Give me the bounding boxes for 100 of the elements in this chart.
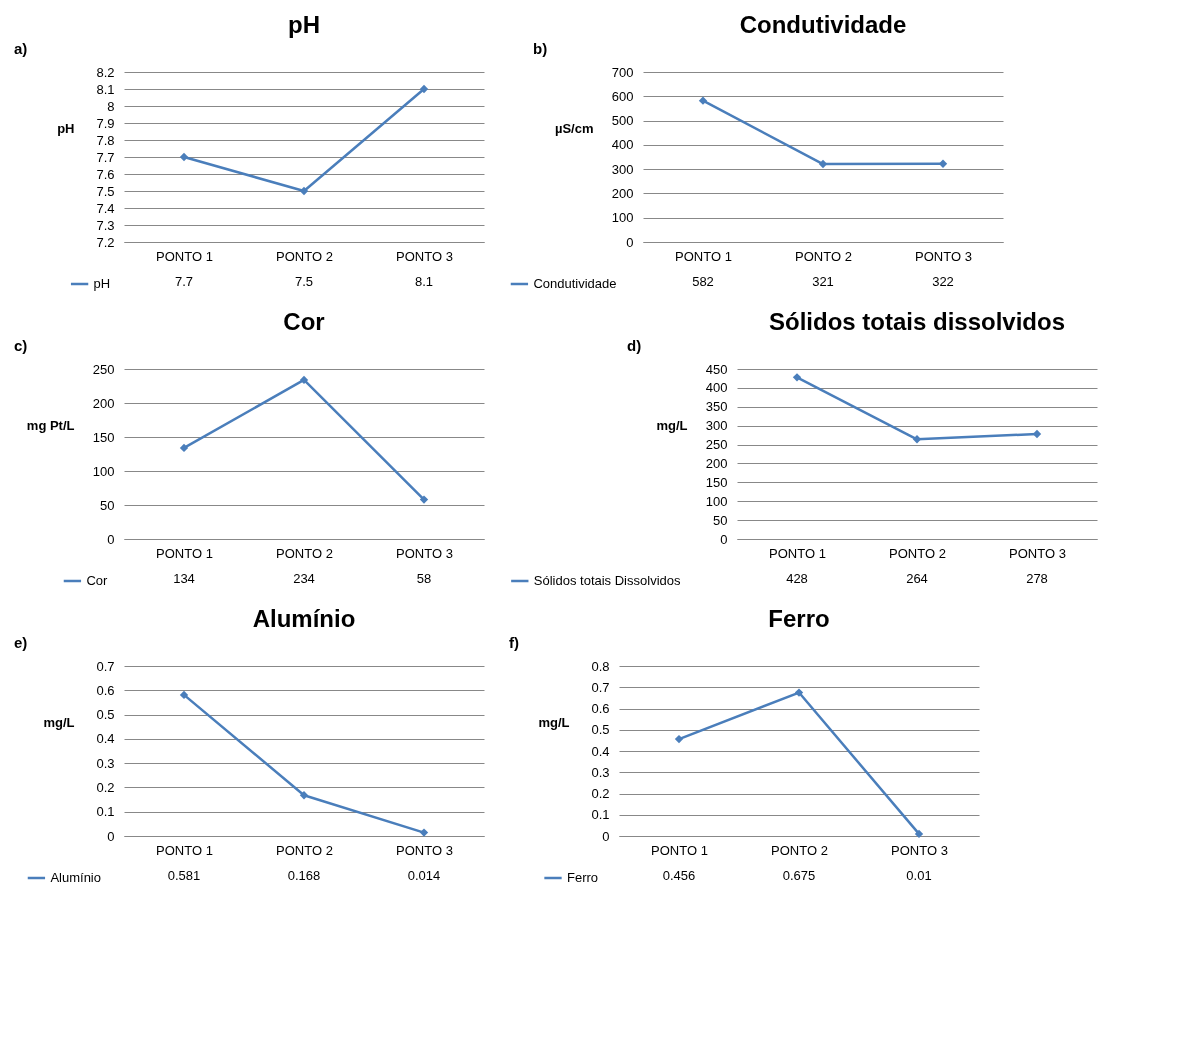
y-tick-label: 0 [720,531,728,547]
y-tick-label: 0.4 [96,731,115,747]
y-tick-label: 100 [92,463,115,479]
y-tick-label: 7.6 [96,166,115,182]
x-tick-label: PONTO 3 [891,842,948,858]
data-label: 582 [692,274,714,289]
x-tick-label: PONTO 3 [1009,545,1066,561]
y-axis-title: mg/L [43,715,75,731]
data-label: 0.01 [906,868,932,883]
y-tick-label: 0 [626,234,634,250]
y-tick-label: 0.7 [96,658,115,674]
x-tick-label: PONTO 3 [396,248,453,264]
y-tick-label: 0 [602,828,610,844]
data-label: 58 [416,571,432,586]
y-tick-label: 300 [705,418,728,434]
y-axis-title: mg/L [538,715,570,731]
chart-title: Sólidos totais dissolvidos [768,308,1066,335]
y-tick-label: 150 [92,429,115,445]
text: d) [627,337,642,354]
data-label: 234 [293,571,315,586]
text: f) [509,634,519,651]
y-tick-label: 7.8 [96,132,115,148]
point [698,96,708,105]
x-tick-label: PONTO 3 [396,545,453,561]
y-tick-label: 0.6 [591,701,610,716]
y-tick-label: 0 [107,828,115,844]
point [179,443,189,453]
point [938,159,948,168]
y-axis-title: mg Pt/L [26,418,75,434]
y-tick-label: 100 [611,210,634,226]
legend-label: Sólidos totais Dissolvidos [533,573,681,588]
data-label: 134 [173,571,195,586]
x-tick-label: PONTO 2 [795,248,852,264]
chart-title: Ferro [768,605,830,632]
y-tick-label: 450 [705,361,728,377]
x-tick-label: PONTO 1 [651,842,708,858]
data-label: 7.5 [294,274,314,289]
y-tick-label: 0.1 [96,804,115,820]
point [419,828,429,837]
data-label: 0.581 [167,868,201,883]
y-tick-label: 8.2 [96,64,115,80]
x-tick-label: PONTO 2 [889,545,946,561]
point [912,435,922,444]
y-tick-label: 0.5 [591,722,610,738]
point [179,690,189,700]
x-tick-label: PONTO 2 [276,248,333,264]
y-tick-label: 200 [92,395,115,411]
data-label: 278 [1026,571,1048,586]
x-tick-label: PONTO 1 [675,248,732,264]
y-tick-label: 0.7 [591,679,610,695]
y-tick-label: 0.8 [591,658,610,674]
data-label: 321 [812,274,834,289]
y-tick-label: 0 [107,531,115,547]
x-tick-label: PONTO 1 [156,842,213,858]
y-tick-label: 0.4 [591,743,610,759]
y-tick-label: 100 [705,493,728,509]
point [794,688,804,697]
y-tick-label: 250 [92,361,115,377]
data-label: 8.1 [414,274,434,289]
y-tick-label: 0.1 [591,807,610,823]
chart-title: pH [288,11,320,38]
point [299,791,309,800]
text: c) [14,337,28,354]
y-tick-label: 8 [107,98,115,114]
y-tick-label: 7.3 [96,217,115,233]
y-tick-label: 200 [705,455,728,471]
y-tick-label: 7.9 [96,115,115,131]
y-tick-label: 500 [611,113,634,129]
data-label: 0.168 [287,868,321,883]
x-tick-label: PONTO 3 [915,248,972,264]
chart-title: Condutividade [739,11,907,38]
legend-label: Condutividade [533,276,617,291]
x-tick-label: PONTO 2 [771,842,828,858]
x-tick-label: PONTO 2 [276,842,333,858]
y-tick-label: 7.5 [96,183,115,199]
y-tick-label: 250 [705,437,728,453]
data-label: 7.7 [174,274,194,289]
chart-title: Cor [283,308,325,335]
data-label: 0.456 [662,868,696,883]
legend-label: Ferro [567,870,599,885]
y-tick-label: 50 [100,497,115,513]
legend-label: Alumínio [50,870,101,885]
x-tick-label: PONTO 3 [396,842,453,858]
x-tick-label: PONTO 1 [156,545,213,561]
point [299,186,309,196]
y-tick-label: 200 [611,185,634,201]
y-tick-label: 7.4 [96,200,115,216]
y-tick-label: 0.6 [96,682,115,698]
data-label: 0.675 [782,868,816,883]
y-axis-title: pH [57,121,75,137]
point [179,152,189,162]
point [419,495,429,504]
point [299,375,309,385]
point [419,84,429,94]
point [792,373,802,382]
y-tick-label: 50 [713,512,728,528]
y-tick-label: 700 [611,64,634,80]
x-tick-label: PONTO 2 [276,545,333,561]
y-tick-label: 8.1 [96,81,115,97]
y-tick-label: 0.2 [591,786,610,801]
